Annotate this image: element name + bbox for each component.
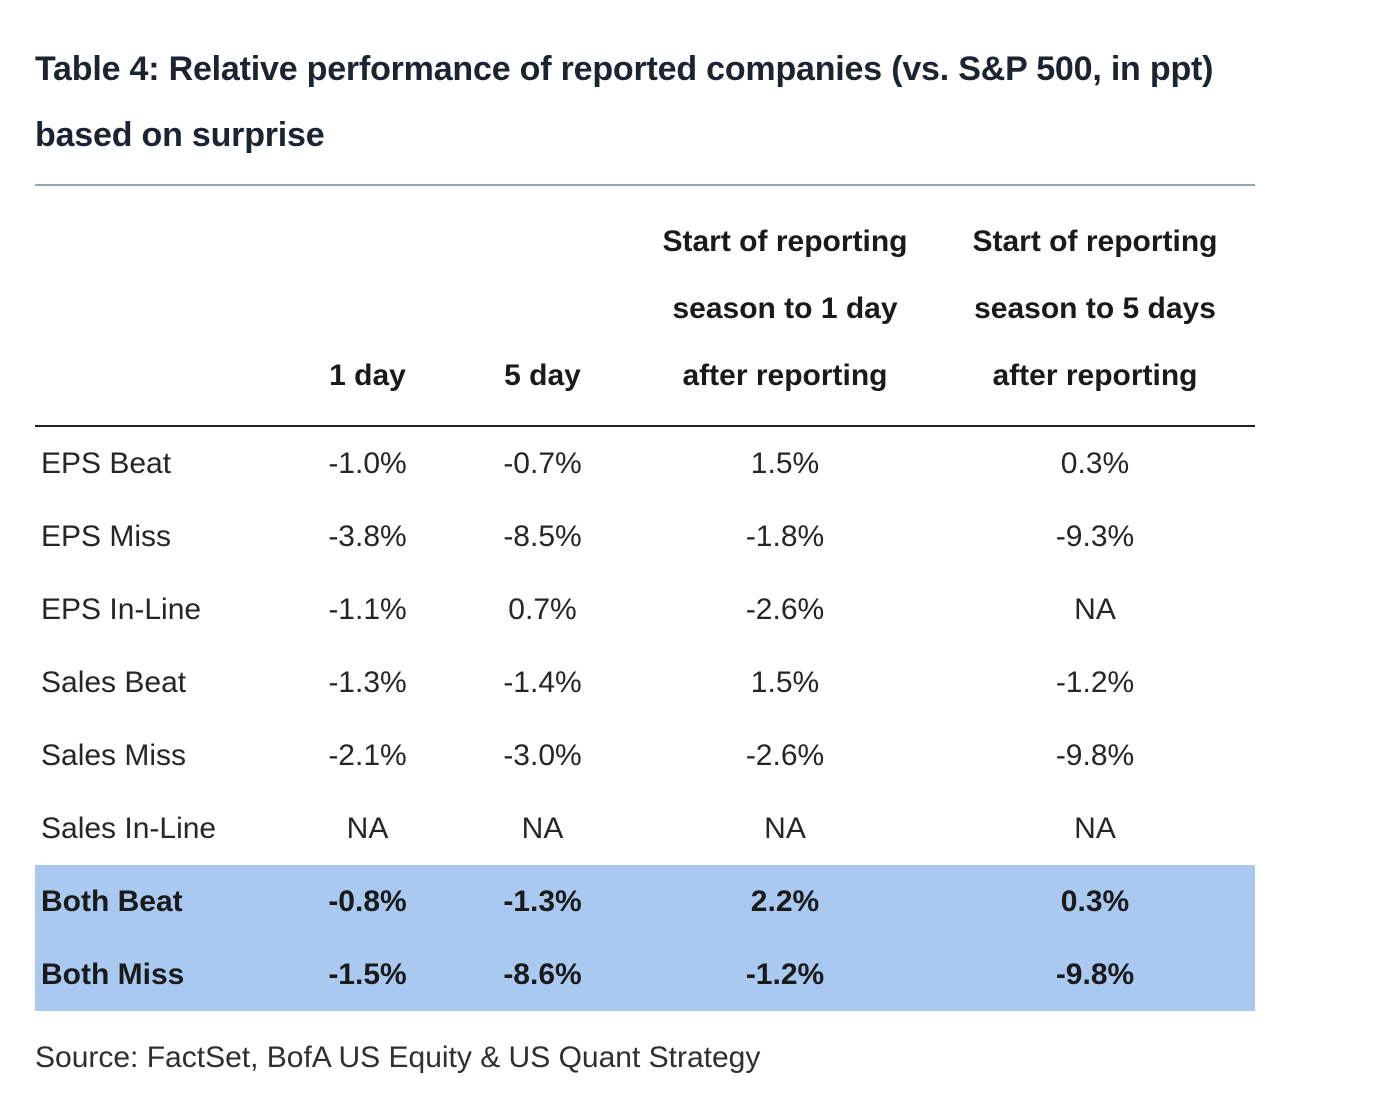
table-row-eps-beat: EPS Beat -1.0% -0.7% 1.5% 0.3% (35, 426, 1255, 500)
column-header-1day: 1 day (285, 190, 450, 427)
title-divider (35, 184, 1255, 186)
table-cell: -0.8% (328, 885, 407, 918)
table-title: Table 4: Relative performance of reporte… (35, 50, 1214, 154)
table-cell: -3.8% (328, 520, 407, 553)
table-row-both-miss: Both Miss -1.5% -8.6% -1.2% -9.8% (35, 938, 1255, 1011)
table-cell: NA (1074, 812, 1116, 845)
table-cell: NA (1074, 593, 1116, 626)
table-cell: -3.0% (503, 739, 582, 772)
table-header: 1 day 5 day Start of reporting season to… (35, 190, 1255, 427)
row-label: Both Beat (41, 885, 183, 918)
column-header-season-5days: Start of reporting season to 5 days afte… (935, 190, 1255, 427)
column-header-5day: 5 day (450, 190, 635, 427)
row-label-header (35, 190, 285, 427)
row-label: EPS In-Line (41, 593, 202, 626)
table-cell: NA (346, 812, 389, 845)
table-cell: -2.6% (745, 739, 825, 772)
table-cell: 2.2% (750, 885, 820, 918)
performance-table: 1 day 5 day Start of reporting season to… (35, 190, 1255, 1011)
table-cell: -1.5% (328, 958, 407, 991)
table-cell: -9.3% (1055, 520, 1135, 553)
row-label: EPS Miss (41, 520, 172, 553)
table-cell: -1.1% (328, 593, 407, 626)
table-cell: -1.2% (745, 958, 825, 991)
table-cell: -1.0% (328, 447, 407, 480)
table-cell: -8.6% (503, 958, 582, 991)
column-header-season-1day: Start of reporting season to 1 day after… (635, 190, 935, 427)
table-cell: -9.8% (1055, 958, 1135, 991)
table-cell: 0.7% (508, 593, 577, 626)
table-row-sales-miss: Sales Miss -2.1% -3.0% -2.6% -9.8% (35, 719, 1255, 792)
source-note: Source: FactSet, BofA US Equity & US Qua… (35, 1041, 761, 1074)
table-cell: -1.2% (1055, 666, 1135, 699)
row-label: EPS Beat (41, 447, 172, 480)
table-cell: 1.5% (750, 666, 820, 699)
table-cell: -1.3% (503, 885, 582, 918)
row-label: Sales Miss (41, 739, 187, 772)
table-cell: -2.1% (328, 739, 407, 772)
table-cell: -1.4% (503, 666, 582, 699)
table-cell: NA (521, 812, 564, 845)
table-cell: 0.3% (1060, 447, 1130, 480)
table-cell: 1.5% (750, 447, 820, 480)
table-cell: NA (764, 812, 806, 845)
table-cell: -9.8% (1055, 739, 1135, 772)
table-cell: -1.8% (745, 520, 825, 553)
row-label: Sales In-Line (41, 812, 217, 845)
table-body: EPS Beat -1.0% -0.7% 1.5% 0.3% EPS Miss … (35, 426, 1255, 1011)
row-label: Both Miss (41, 958, 185, 991)
table-cell: -0.7% (503, 447, 582, 480)
table-cell: 0.3% (1060, 885, 1130, 918)
table-cell: -8.5% (503, 520, 582, 553)
table-cell: -2.6% (745, 593, 825, 626)
table-row-sales-inline: Sales In-Line NA NA NA NA (35, 792, 1255, 865)
table-row-eps-inline: EPS In-Line -1.1% 0.7% -2.6% NA (35, 573, 1255, 646)
header-row: 1 day 5 day Start of reporting season to… (35, 190, 1255, 427)
table-row-sales-beat: Sales Beat -1.3% -1.4% 1.5% -1.2% (35, 646, 1255, 719)
table-row-eps-miss: EPS Miss -3.8% -8.5% -1.8% -9.3% (35, 500, 1255, 573)
row-label: Sales Beat (41, 666, 187, 699)
table-row-both-beat: Both Beat -0.8% -1.3% 2.2% 0.3% (35, 865, 1255, 938)
table-cell: -1.3% (328, 666, 407, 699)
